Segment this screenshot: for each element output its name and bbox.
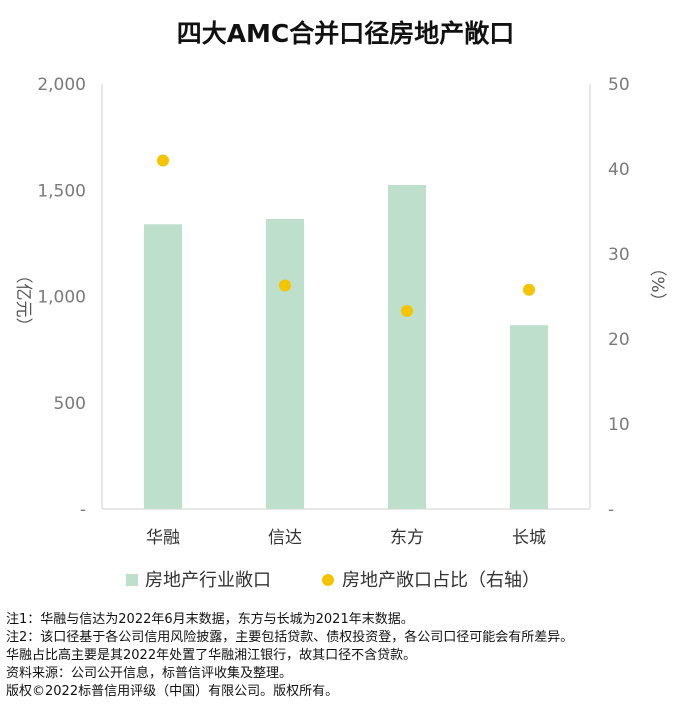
chart: - 500 1,000 1,500 2,000 - 10 20 30 40 50 （亿元） （%） 华融 信… <box>13 75 667 591</box>
legend-point-label: 房地产敞口占比（右轴） <box>342 570 540 591</box>
note-3: 华融占比高主要是其2022年处置了华融湘江银行，故其口径不含贷款。 <box>6 648 417 663</box>
legend-bar-swatch <box>126 574 138 586</box>
note-2: 注2：该口径基于各公司信用风险披露，主要包括贷款、债权投资登，各公司口径可能会有… <box>6 630 574 645</box>
right-tick-label: - <box>608 500 614 520</box>
left-tick-label: - <box>80 500 86 520</box>
chart-title: 四大AMC合并口径房地产敞口 <box>176 19 515 48</box>
copyright-note: 版权©2022标普信用评级（中国）有限公司。版权所有。 <box>6 684 339 699</box>
left-tick-label: 1,500 <box>37 181 86 201</box>
note-1: 注1：华融与信达为2022年6月末数据，东方与长城为2021年末数据。 <box>6 612 414 627</box>
right-tick-label: 30 <box>608 245 630 265</box>
bar-2 <box>266 218 304 509</box>
left-tick-label: 1,000 <box>37 288 86 308</box>
ratio-point-3 <box>401 304 413 317</box>
bar-1 <box>144 224 182 509</box>
ratio-point-4 <box>523 283 535 296</box>
ratio-point-2 <box>279 279 291 292</box>
category-label: 信达 <box>268 528 302 548</box>
category-label: 长城 <box>512 528 546 548</box>
right-axis-title: （%） <box>647 259 667 309</box>
right-tick-label: 40 <box>608 160 630 180</box>
right-tick-label: 50 <box>608 75 630 95</box>
category-label: 东方 <box>390 528 424 548</box>
left-tick-label: 2,000 <box>37 75 86 95</box>
legend-point-swatch <box>322 574 334 586</box>
left-tick-label: 500 <box>54 394 86 414</box>
notes: 注1：华融与信达为2022年6月末数据，东方与长城为2021年末数据。 注2：该… <box>6 611 690 701</box>
left-axis-title: （亿元） <box>13 267 33 335</box>
right-tick-label: 20 <box>608 330 630 350</box>
category-label: 华融 <box>146 528 180 548</box>
bar-3 <box>388 184 426 509</box>
legend-bar-label: 房地产行业敞口 <box>145 570 271 591</box>
bar-4 <box>510 325 548 509</box>
source-note: 资料来源：公司公开信息，标普信评收集及整理。 <box>6 666 293 681</box>
right-tick-label: 10 <box>608 415 630 435</box>
ratio-point-1 <box>157 154 169 167</box>
